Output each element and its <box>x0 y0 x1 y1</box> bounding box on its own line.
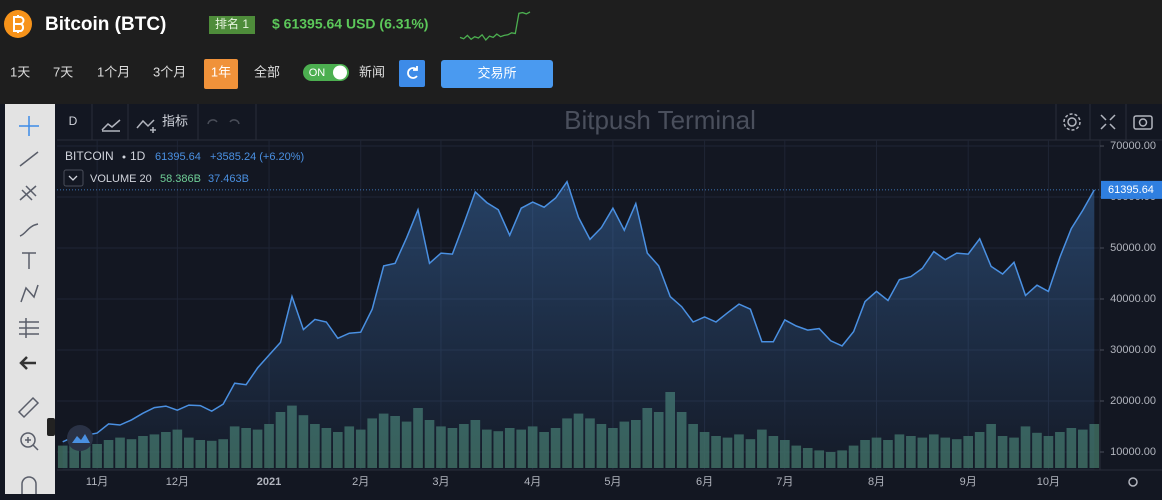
legend-toggle[interactable] <box>63 169 84 187</box>
last-price-label: 61395.64 <box>1108 184 1154 196</box>
x-tick-label: 12月 <box>166 476 189 488</box>
x-tick-label: 3月 <box>432 476 449 488</box>
indicators-button[interactable]: 指标 <box>162 113 188 128</box>
toggle-knob <box>333 65 347 80</box>
legend-last: 61395.64 <box>155 151 201 163</box>
range-button[interactable]: 3个月 <box>153 64 186 79</box>
legend-dot <box>122 155 126 159</box>
rank-badge <box>209 16 255 34</box>
toggle-label: ON <box>309 67 326 79</box>
tool-icons <box>17 116 40 494</box>
logo-badge <box>67 425 93 451</box>
range-button[interactable]: 全部 <box>254 64 280 79</box>
interval-button[interactable]: D <box>69 114 78 128</box>
tools-column <box>5 104 55 494</box>
range-button[interactable]: 7天 <box>53 64 73 79</box>
legend-change: +3585.24 (+6.20%) <box>210 151 304 163</box>
legend-volume: VOLUME 20 <box>90 173 152 185</box>
coin-name: Bitcoin (BTC) <box>45 14 166 35</box>
refresh-button[interactable] <box>399 60 425 87</box>
x-tick-label: 11月 <box>86 476 108 488</box>
x-tick-label: 6月 <box>696 476 713 488</box>
y-tick-label: 10000.00 <box>1110 446 1156 458</box>
range-button[interactable]: 1天 <box>10 64 30 79</box>
legend-volume-ma: 37.463B <box>208 173 249 185</box>
x-tick-label: 8月 <box>868 476 885 488</box>
legend-interval: 1D <box>130 149 146 163</box>
y-tick-label: 20000.00 <box>1110 395 1156 407</box>
y-tick-label: 30000.00 <box>1110 344 1156 356</box>
x-tick-label: 2月 <box>352 476 369 488</box>
exchange-label: 交易所 <box>477 65 516 80</box>
watermark: Bitpush Terminal <box>564 105 756 135</box>
x-tick-label: 7月 <box>776 476 793 488</box>
legend-symbol: BITCOIN <box>65 149 114 163</box>
collapse-handle[interactable] <box>47 418 55 436</box>
settings-icon[interactable] <box>1128 477 1138 487</box>
price-area <box>62 181 1095 470</box>
range-button[interactable]: 1个月 <box>97 64 130 79</box>
y-tick-label: 50000.00 <box>1110 242 1156 254</box>
legend-volume-value: 58.386B <box>160 173 201 185</box>
y-tick-label: 40000.00 <box>1110 293 1156 305</box>
refresh-icon <box>407 66 418 79</box>
x-tick-label: 9月 <box>960 476 977 488</box>
exchange-button[interactable] <box>441 60 553 88</box>
x-tick-label: 2021 <box>257 476 281 488</box>
price-line <box>62 180 1095 443</box>
last-price-box <box>1101 180 1162 199</box>
undo-redo[interactable] <box>207 119 240 125</box>
coin-glyph <box>13 15 25 33</box>
logo-mark <box>72 434 90 443</box>
indicator-icon <box>136 119 156 133</box>
chart-type-icon[interactable] <box>101 119 121 132</box>
sparkline <box>459 11 531 42</box>
x-tick-label: 5月 <box>604 476 621 488</box>
price: $ 61395.64 USD (6.31%) <box>272 16 428 32</box>
rank: 排名 1 <box>215 16 249 31</box>
x-tick-label: 4月 <box>524 476 541 488</box>
toolbar-icons[interactable] <box>1063 113 1153 131</box>
news-label: 新闻 <box>359 64 385 79</box>
legend-chevron <box>68 175 78 181</box>
x-tick-label: 10月 <box>1037 476 1060 488</box>
header-bg <box>0 0 1162 104</box>
range-button[interactable]: 1年 <box>211 64 231 79</box>
range-active-bg <box>204 59 238 89</box>
y-tick-label: 70000.00 <box>1110 140 1156 152</box>
